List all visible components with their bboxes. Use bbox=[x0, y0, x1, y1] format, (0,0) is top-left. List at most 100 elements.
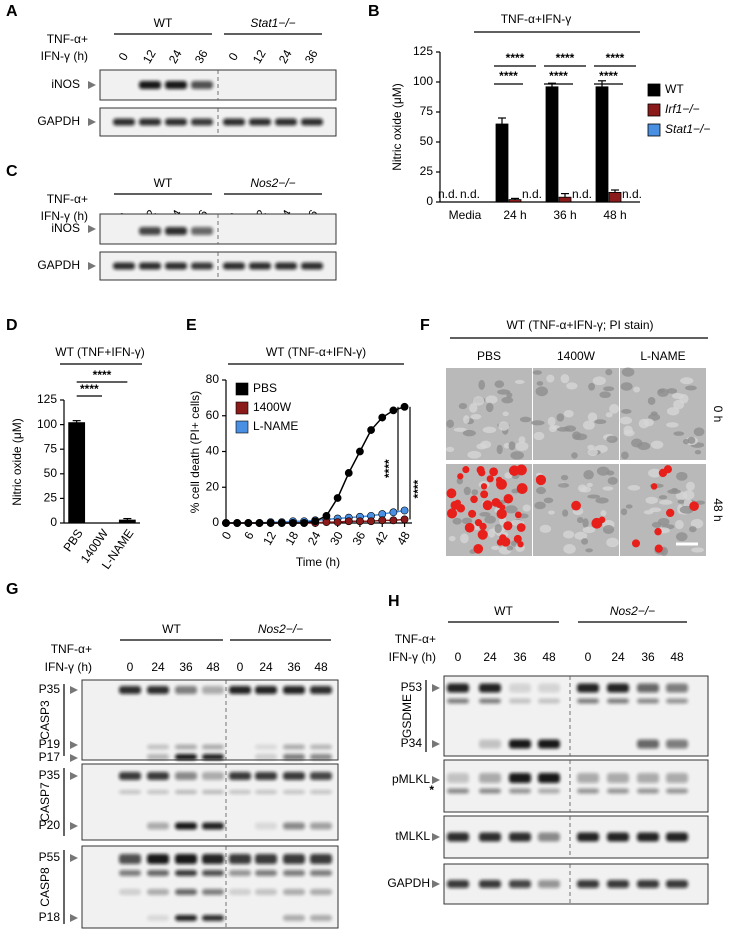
band bbox=[202, 822, 224, 830]
y-tick-label: 25 bbox=[44, 491, 58, 505]
pi-positive-cell bbox=[503, 521, 513, 531]
cell bbox=[560, 374, 570, 384]
legend-label: PBS bbox=[253, 381, 277, 395]
point bbox=[333, 518, 342, 527]
cell bbox=[577, 484, 588, 493]
cell bbox=[547, 416, 556, 427]
x-tick-label: 12 bbox=[260, 529, 279, 548]
cell bbox=[485, 395, 498, 404]
band bbox=[310, 854, 332, 864]
band bbox=[229, 686, 251, 694]
cell bbox=[478, 379, 486, 390]
timepoint-label: 24 bbox=[611, 650, 625, 664]
band bbox=[249, 262, 271, 270]
point bbox=[356, 447, 364, 456]
x-tick-label: 24 h bbox=[503, 208, 526, 222]
timepoint-label: 0 bbox=[127, 660, 134, 674]
point bbox=[255, 519, 264, 527]
band bbox=[147, 822, 169, 830]
cell bbox=[534, 501, 546, 510]
cell bbox=[605, 368, 613, 376]
significance-label: **** bbox=[606, 51, 625, 65]
y-tick-label: 80 bbox=[206, 372, 220, 386]
cell bbox=[471, 489, 479, 496]
cell bbox=[463, 415, 470, 424]
band bbox=[147, 870, 169, 876]
cell bbox=[560, 474, 569, 481]
arrowhead bbox=[70, 914, 78, 922]
band bbox=[538, 698, 560, 704]
y-tick-label: 0 bbox=[50, 515, 57, 529]
band bbox=[202, 772, 224, 780]
band-label: P34 bbox=[401, 736, 423, 750]
pi-positive-cell bbox=[496, 538, 504, 546]
cell bbox=[581, 538, 589, 545]
legend-swatch bbox=[235, 401, 249, 415]
cell bbox=[494, 380, 505, 388]
column-label: 1400W bbox=[557, 349, 596, 363]
micrograph bbox=[445, 368, 532, 460]
cell bbox=[605, 412, 613, 418]
cell bbox=[595, 497, 609, 504]
band bbox=[229, 790, 251, 794]
timepoint-label: 12 bbox=[250, 47, 269, 66]
pi-positive-cell bbox=[450, 500, 460, 510]
band bbox=[175, 754, 197, 760]
band bbox=[479, 698, 501, 704]
group-label: WT bbox=[154, 16, 173, 30]
treatment-label: TNF-α+ bbox=[51, 642, 92, 656]
cell bbox=[682, 490, 695, 500]
band bbox=[310, 822, 332, 830]
point bbox=[378, 516, 387, 525]
cell bbox=[643, 418, 654, 427]
pi-positive-cell bbox=[666, 508, 675, 518]
panel-title: WT (TNF-α+IFN-γ; PI stain) bbox=[506, 318, 653, 332]
cell bbox=[602, 486, 614, 491]
cell bbox=[519, 416, 532, 423]
legend-label: WT bbox=[665, 82, 684, 96]
band bbox=[191, 81, 213, 89]
micrograph bbox=[446, 464, 532, 556]
cell bbox=[602, 524, 615, 534]
cell bbox=[621, 367, 635, 377]
timepoint-label: 0 bbox=[237, 660, 244, 674]
band bbox=[509, 773, 531, 783]
arrowhead bbox=[70, 854, 78, 862]
cell bbox=[494, 523, 502, 534]
cell bbox=[587, 412, 598, 422]
band bbox=[249, 118, 271, 126]
band bbox=[202, 870, 224, 876]
cell bbox=[563, 530, 575, 539]
treatment-label: TNF-α+ bbox=[395, 632, 436, 646]
point bbox=[300, 519, 309, 527]
x-tick-label: 18 bbox=[283, 529, 302, 548]
cell bbox=[476, 443, 487, 450]
pi-positive-cell bbox=[482, 500, 493, 511]
row-label: 0 h bbox=[711, 406, 725, 423]
blot-membrane bbox=[443, 759, 709, 813]
x-tick-label: 48 h bbox=[603, 208, 626, 222]
band bbox=[577, 832, 599, 842]
cell bbox=[458, 402, 468, 410]
legend-swatch bbox=[647, 83, 661, 97]
band bbox=[229, 854, 251, 864]
band bbox=[255, 790, 277, 794]
point bbox=[344, 517, 353, 526]
pi-positive-cell bbox=[598, 516, 606, 524]
cell bbox=[583, 470, 594, 480]
pi-positive-cell bbox=[462, 466, 470, 474]
cell bbox=[658, 495, 668, 500]
cell bbox=[625, 504, 633, 509]
point bbox=[233, 519, 242, 527]
timepoint-label: 36 bbox=[513, 650, 527, 664]
pi-positive-cell bbox=[658, 468, 668, 478]
cell bbox=[659, 499, 673, 505]
pi-positive-cell bbox=[457, 473, 464, 480]
significance-label: **** bbox=[80, 382, 99, 396]
cell bbox=[666, 388, 678, 394]
band bbox=[577, 683, 599, 693]
timepoint-label: 36 bbox=[192, 47, 211, 66]
cell bbox=[503, 442, 511, 449]
x-tick-label: 24 bbox=[305, 529, 324, 548]
group-label: Stat1−/− bbox=[250, 16, 295, 30]
